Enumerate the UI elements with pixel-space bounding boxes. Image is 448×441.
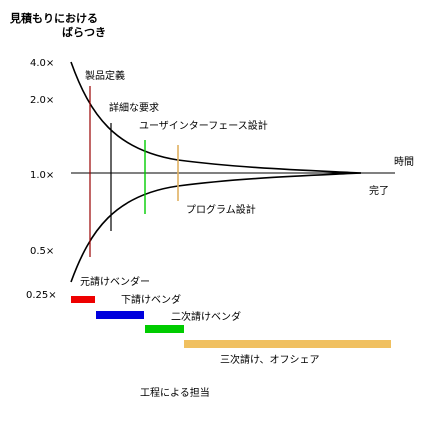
phase-bar-prime-vendor (71, 296, 95, 303)
y-tick-1x: 1.0× (30, 170, 54, 181)
y-tick-0-25x: 0.25× (26, 290, 57, 301)
milestone-label-program-design: プログラム設計 (186, 203, 256, 216)
milestone-label-product-definition: 製品定義 (85, 69, 125, 82)
responsibility-caption: 工程による担当 (140, 386, 210, 399)
diagram-title-line-1: 見積もりにおける (9, 11, 98, 25)
cone-lower-curve (70, 172, 362, 283)
phase-bar-second-tier (145, 325, 184, 333)
time-axis-label: 時間 (394, 156, 414, 168)
diagram-title-line-2: ばらつき (62, 25, 106, 39)
milestone-label-ui-design: ユーザインターフェース設計 (139, 119, 268, 132)
phase-bar-third-tier-offshore (184, 340, 391, 348)
phase-label-prime-vendor: 元請けベンダー (80, 275, 150, 288)
y-tick-0-5x: 0.5× (30, 246, 54, 257)
phase-label-subcontractor: 下請けベンダ (121, 293, 181, 306)
y-tick-4x: 4.0× (30, 58, 54, 69)
milestone-label-detailed-requirements: 詳細な要求 (109, 101, 159, 114)
phase-label-second-tier: 二次請けベンダ (171, 310, 241, 323)
phase-bar-subcontractor (96, 311, 144, 319)
completion-label: 完了 (369, 184, 389, 197)
phase-label-third-tier-offshore: 三次請け、オフシェア (220, 353, 320, 366)
y-tick-2x: 2.0× (30, 95, 54, 106)
